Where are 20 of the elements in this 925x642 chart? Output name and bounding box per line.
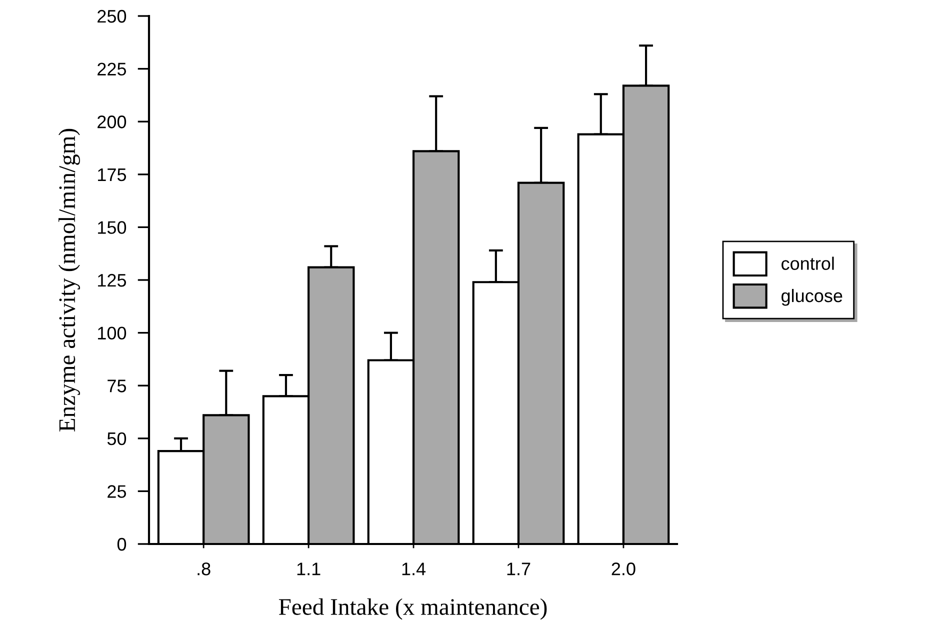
x-tick-label: 1.4: [402, 562, 426, 576]
legend-label: control: [782, 256, 834, 270]
y-tick-label: 25: [108, 485, 126, 498]
x-tick-label: .8: [198, 562, 210, 576]
y-axis-title: Enzyme activity (nmol/min/gm): [58, 128, 80, 432]
x-tick-label: 2.0: [612, 562, 636, 576]
x-tick-label: 1.1: [297, 562, 320, 576]
y-tick-label: 125: [98, 274, 126, 287]
y-tick-label: 0: [117, 538, 126, 551]
y-tick-label: 175: [98, 168, 126, 182]
x-axis-title: Feed Intake (x maintenance): [278, 598, 547, 620]
y-tick-label: 100: [98, 326, 126, 340]
y-tick-label: 200: [98, 116, 126, 128]
y-tick-label: 150: [98, 221, 126, 234]
y-tick-label: 250: [98, 10, 126, 23]
x-tick-label: 1.7: [507, 562, 530, 576]
legend-label: glucose: [782, 288, 842, 306]
y-tick-label: 75: [108, 380, 126, 392]
y-tick-label: 50: [107, 432, 126, 446]
y-tick-label: 225: [98, 62, 126, 76]
